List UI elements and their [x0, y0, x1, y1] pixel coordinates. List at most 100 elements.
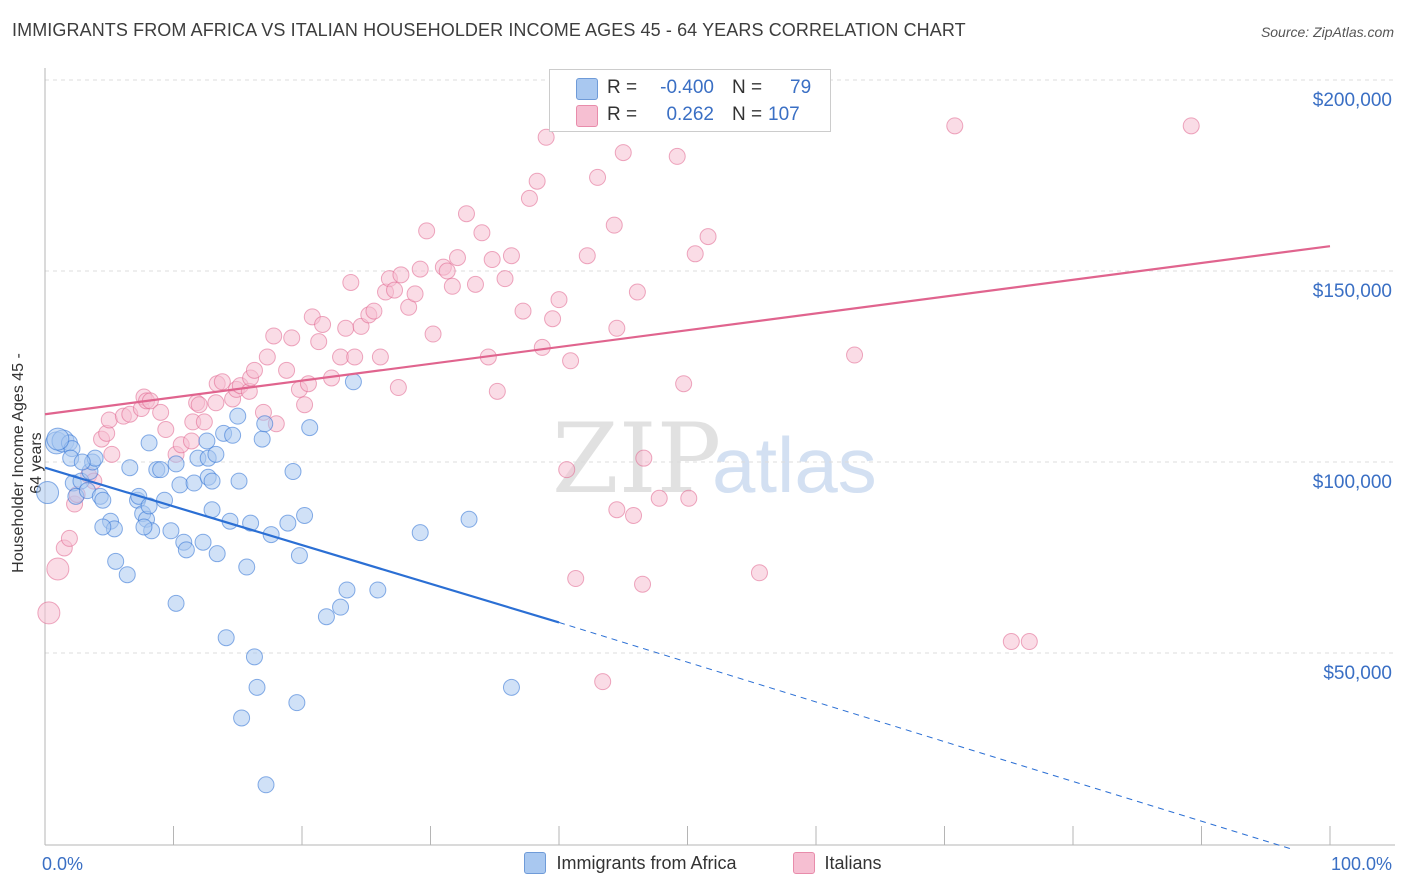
r-value: -0.400: [660, 77, 714, 98]
italians-point: [1002, 633, 1020, 651]
italians-point: [567, 570, 585, 588]
italians-point: [103, 445, 121, 463]
italians-trend-line: [44, 245, 1331, 416]
italians-point: [680, 489, 698, 507]
legend-label-italians: Italians: [824, 852, 882, 873]
italians-point: [466, 275, 484, 293]
r-label: R =: [607, 77, 638, 98]
africa-point: [177, 541, 195, 559]
africa-point: [248, 678, 266, 696]
italians-point: [207, 394, 225, 412]
x-tick-label: 100.0%: [1331, 854, 1392, 874]
italians-point: [346, 348, 364, 366]
italians-point: [296, 396, 314, 414]
italians-point: [182, 432, 200, 450]
italians-point: [190, 396, 208, 414]
italians-point: [245, 361, 263, 379]
africa-point: [296, 506, 314, 524]
italians-point: [608, 501, 626, 519]
italians-point: [265, 327, 283, 345]
africa-point: [194, 533, 212, 551]
africa-point: [284, 463, 302, 481]
italians-point: [686, 245, 704, 263]
africa-point: [207, 445, 225, 463]
italians-point: [392, 266, 410, 284]
italians-point: [483, 251, 501, 269]
italians-point: [258, 348, 276, 366]
africa-trend-line: [44, 466, 560, 624]
italians-point: [488, 382, 506, 400]
africa-point: [94, 491, 112, 509]
italians-point: [520, 189, 538, 207]
italians-point: [946, 117, 964, 135]
italians-point: [594, 673, 612, 691]
africa-point: [121, 459, 139, 477]
legend-swatch-italians: [792, 852, 815, 874]
italians-point: [283, 329, 301, 347]
africa-point: [242, 514, 260, 532]
italians-point: [473, 224, 491, 242]
chart-title: IMMIGRANTS FROM AFRICA VS ITALIAN HOUSEH…: [12, 20, 966, 40]
italians-point: [496, 270, 514, 288]
italians-point: [502, 247, 520, 265]
africa-point: [502, 678, 520, 696]
italians-point: [386, 281, 404, 299]
africa-point: [162, 522, 180, 540]
africa-point: [73, 453, 91, 471]
n-value: 79: [790, 77, 812, 98]
africa-point: [460, 510, 478, 528]
r-label: R =: [607, 104, 638, 125]
trend-lines: [44, 245, 1331, 850]
italians-point: [514, 302, 532, 320]
africa-point: [185, 474, 203, 492]
italians-point: [544, 310, 562, 328]
africa-point: [224, 426, 242, 444]
africa-point: [256, 415, 274, 433]
italians-point: [537, 128, 555, 146]
africa-point: [135, 518, 153, 536]
italians-point: [650, 489, 668, 507]
africa-point: [332, 598, 350, 616]
africa-point: [229, 407, 247, 425]
africa-point: [317, 608, 335, 626]
legend-item-africa[interactable]: Immigrants from Africa: [524, 852, 737, 874]
italians-point: [152, 403, 170, 421]
y-tick-label: $50,000: [1323, 663, 1392, 684]
africa-point: [230, 472, 248, 490]
y-tick-label: $200,000: [1313, 90, 1392, 111]
africa-point: [262, 526, 280, 544]
italians-point: [550, 291, 568, 309]
africa-point: [288, 694, 306, 712]
n-value: 107: [768, 104, 800, 125]
italians-point: [1020, 633, 1038, 651]
italians-point: [424, 325, 442, 343]
italians-point: [195, 413, 213, 431]
italians-point: [605, 216, 623, 234]
italians-point: [699, 228, 717, 246]
y-tick-label: $150,000: [1313, 281, 1392, 302]
r-value: 0.262: [666, 104, 714, 125]
italians-point: [625, 506, 643, 524]
stats-row-italians: R = 0.262 N = 107: [550, 102, 830, 128]
italians-point: [562, 352, 580, 370]
italians-point: [314, 315, 332, 333]
legend: Immigrants from Africa Italians: [0, 852, 1406, 874]
africa-point: [245, 648, 263, 666]
italians-point: [418, 222, 436, 240]
italians-point: [750, 564, 768, 582]
italians-point: [342, 273, 360, 291]
africa-point: [118, 566, 136, 584]
africa-trend-extension: [558, 621, 1291, 850]
legend-item-italians[interactable]: Italians: [792, 852, 882, 874]
africa-point: [301, 419, 319, 437]
n-label: N =: [732, 104, 763, 125]
italians-point: [1182, 117, 1200, 135]
africa-point: [208, 545, 226, 563]
italians-point: [46, 557, 70, 581]
italians-point: [443, 277, 461, 295]
legend-label-africa: Immigrants from Africa: [556, 852, 737, 873]
italians-point: [608, 319, 626, 337]
africa-point: [257, 776, 275, 794]
africa-point: [203, 472, 221, 490]
